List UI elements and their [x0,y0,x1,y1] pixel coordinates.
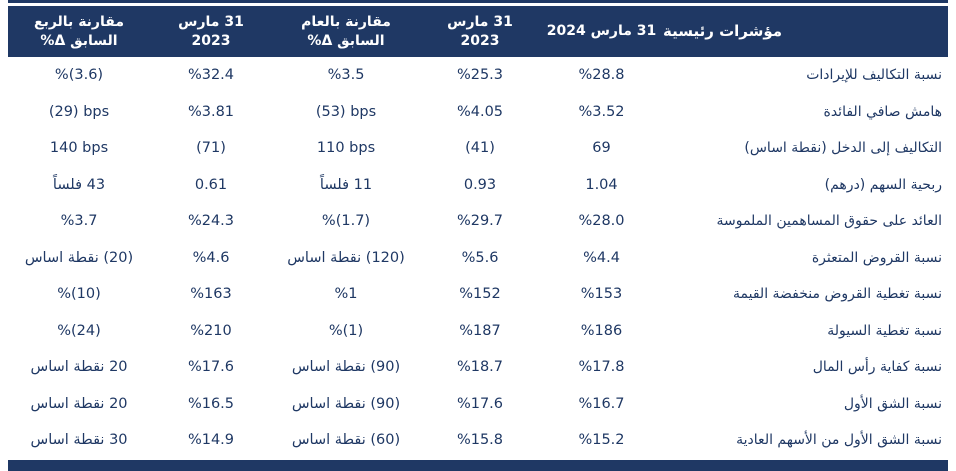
header-text: 2023 [191,32,231,49]
value-cell: 20 نقطة اساس [30,359,128,376]
value-cell: %(3.6) [54,67,104,84]
value-cell: 69 [592,140,611,157]
column-header-indicator: مؤشرات رئيسية [663,6,948,57]
value-cell: (71) [196,140,226,157]
row-label: نسبة التكاليف للإيرادات [806,67,942,84]
value-cell: (29) bps [48,103,110,120]
value-cell: %3.81 [187,103,235,120]
row-label: ربحية السهم (درهم) [824,176,942,193]
value-cell: (90) نقطة اساس [291,395,401,412]
value-cell: %28.0 [578,213,625,230]
value-cell: 20 نقطة اساس [30,395,128,412]
header-text: مقارنة بالعام [301,13,391,30]
row-label: نسبة القروض المتعثرة [811,249,942,266]
value-cell: 140 bps [49,140,109,157]
value-cell: %4.05 [456,103,504,120]
value-cell: %187 [459,322,501,339]
value-cell: (90) نقطة اساس [291,359,401,376]
value-cell: %15.8 [456,432,504,449]
value-cell: %24.3 [187,213,235,230]
value-cell: %210 [190,322,232,339]
row-label: نسبة تغطية القروض منخفضة القيمة [733,286,942,303]
value-cell: 110 bps [316,140,376,157]
value-cell: 1.04 [585,176,618,193]
header-text: مقارنة بالربع [34,13,124,30]
value-cell: %25.3 [456,67,504,84]
row-label: نسبة الشق الأول من الأسهم العادية [736,432,942,449]
value-cell: %17.6 [456,395,504,412]
header-text: 31 مارس [178,13,244,30]
value-cell: 43 فلساً [52,176,106,193]
value-cell: (60) نقطة اساس [291,432,401,449]
header-text: السابق Δ% [40,32,118,49]
value-cell: %15.2 [578,432,625,449]
value-cell: %16.5 [187,395,235,412]
value-cell: %186 [580,322,623,339]
value-cell: %29.7 [456,213,504,230]
value-cell: %4.6 [192,249,230,266]
value-cell: %(24) [57,322,101,339]
value-cell: %5.6 [461,249,499,266]
value-cell: 0.93 [463,176,497,193]
column-header-qoq-delta: مقارنة بالربع السابق Δ% [8,6,150,57]
value-cell: 0.61 [194,176,228,193]
value-cell: %3.52 [578,103,625,120]
row-label: نسبة الشق الأول [843,395,942,412]
header-text: مؤشرات رئيسية [663,22,783,41]
row-label: هامش صافي الفائدة [823,103,943,120]
kpi-table: مؤشرات رئيسية 31 مارس 2024 31 مارس 2023 م… [8,6,948,459]
value-cell: %3.5 [327,67,365,84]
value-cell: (20) نقطة اساس [24,249,134,266]
value-cell: %(10) [57,286,101,303]
row-label: العائد على حقوق المساهمين الملموسة [716,213,942,230]
value-cell: %152 [459,286,501,303]
value-cell: (41) [465,140,495,157]
value-cell: %163 [190,286,232,303]
row-label: نسبة تغطية السيولة [827,322,942,339]
header-text: 31 مارس [447,13,513,30]
header-text: 2023 [460,32,500,49]
row-label: نسبة كفاية رأس المال [812,359,942,376]
value-cell: %17.6 [187,359,235,376]
bottom-rule [8,459,948,471]
value-cell: %16.7 [578,395,625,412]
value-cell: %14.9 [187,432,235,449]
value-cell: %(1.7) [321,213,371,230]
column-header-yoy-delta: مقارنة بالعام السابق Δ% [272,6,420,57]
value-cell: %(1) [328,322,364,339]
column-header-mar2023-yoy: 31 مارس 2023 [420,6,540,57]
value-cell: (53) bps [315,103,377,120]
row-label: التكاليف إلى الدخل (نقطة اساس) [744,140,942,157]
value-cell: %18.7 [456,359,504,376]
header-text: 31 مارس 2024 [546,23,657,40]
value-cell: %28.8 [578,67,625,84]
value-cell: (120) نقطة اساس [287,249,405,266]
top-rule [8,0,948,3]
value-cell: %17.8 [578,359,625,376]
value-cell: %4.4 [583,249,620,266]
value-cell: 30 نقطة اساس [30,432,128,449]
value-cell: %153 [580,286,623,303]
column-header-mar2023-qoq: 31 مارس 2023 [150,6,272,57]
value-cell: 11 فلساً [319,176,373,193]
value-cell: %1 [334,286,358,303]
value-cell: %3.7 [60,213,98,230]
value-cell: %32.4 [187,67,235,84]
column-header-mar2024: 31 مارس 2024 [540,6,663,57]
header-text: السابق Δ% [307,32,385,49]
